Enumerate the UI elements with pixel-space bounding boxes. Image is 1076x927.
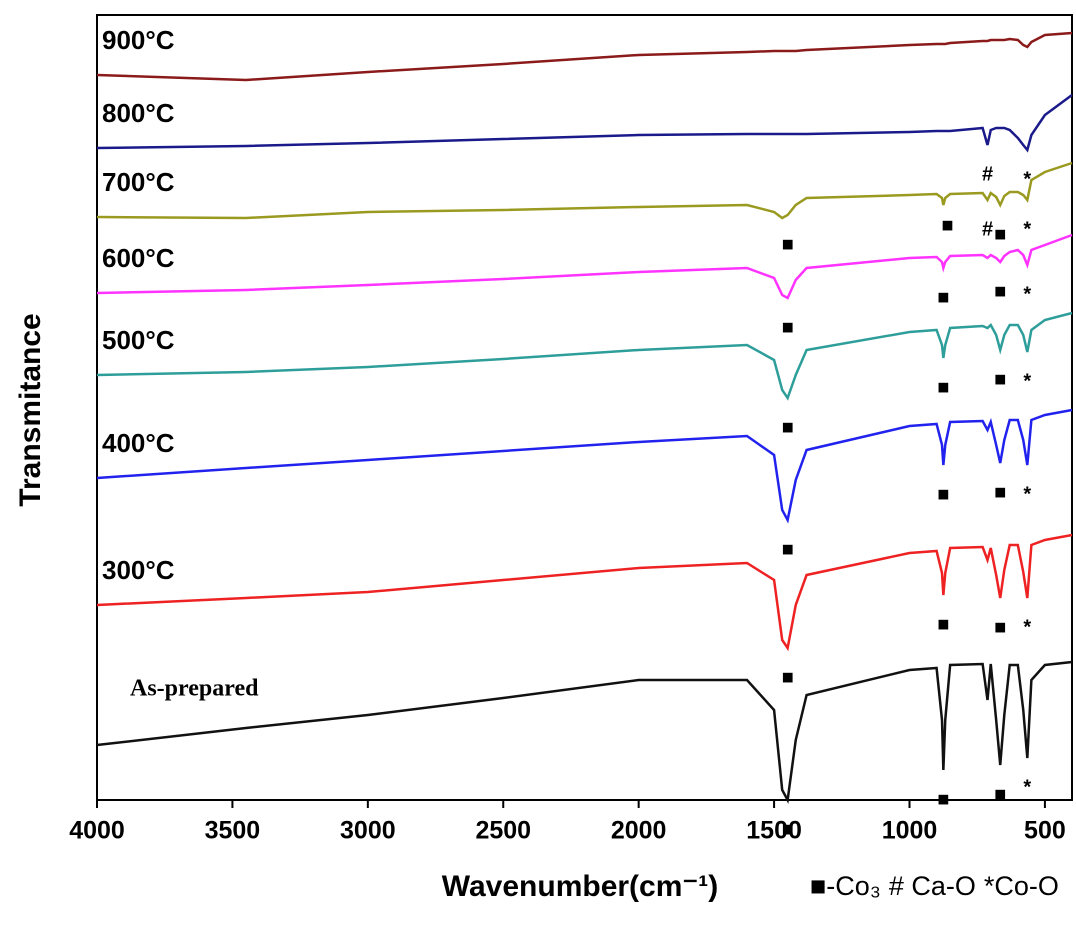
- peak-marker: *: [1023, 616, 1031, 638]
- peak-marker: ■: [782, 316, 794, 338]
- x-tick-label: 500: [1024, 817, 1066, 845]
- peak-marker: *: [1023, 483, 1031, 505]
- spectrum-line: [97, 535, 1072, 648]
- peak-marker: *: [1023, 218, 1031, 240]
- peak-marker: ■: [782, 818, 794, 840]
- peak-marker: ■: [994, 368, 1006, 390]
- x-tick-label: 3000: [340, 817, 396, 845]
- peak-marker: ■: [994, 223, 1006, 245]
- peak-marker: ■: [941, 215, 953, 237]
- peak-marker: ■: [937, 286, 949, 308]
- spectrum-line: [97, 410, 1072, 520]
- peak-marker: ■: [782, 233, 794, 255]
- marker-legend: # Ca-O: [889, 871, 976, 901]
- peak-marker: *: [1023, 776, 1031, 798]
- chart: Wavenumber(cm⁻¹) Transmitance 4000 3500 30…: [0, 0, 1076, 922]
- spectrum-line: [97, 95, 1072, 150]
- page: Wavenumber(cm⁻¹) Transmitance 4000 3500 30…: [0, 0, 1076, 922]
- peak-marker: ■: [937, 483, 949, 505]
- peak-marker: ■: [937, 788, 949, 810]
- peak-marker: ■: [782, 416, 794, 438]
- x-tick-label: 4000: [69, 817, 125, 845]
- peak-marker: ■: [937, 613, 949, 635]
- series-label: As-prepared: [130, 676, 259, 702]
- series-label: 500°C: [102, 325, 175, 355]
- peak-marker: *: [1023, 370, 1031, 392]
- series-label: 800°C: [102, 98, 175, 128]
- x-axis-title: Wavenumber(cm⁻¹): [442, 870, 718, 903]
- peak-marker: ■: [994, 616, 1006, 638]
- peak-marker: ■: [994, 783, 1006, 805]
- peak-marker: ■: [937, 376, 949, 398]
- peak-marker: ■: [994, 481, 1006, 503]
- series-label: 600°C: [102, 243, 175, 273]
- series-label: 300°C: [102, 555, 175, 585]
- spectrum-line: [97, 313, 1072, 398]
- peak-marker: ■: [994, 280, 1006, 302]
- peak-marker: *: [1023, 283, 1031, 305]
- peak-marker: ■: [782, 538, 794, 560]
- marker-legend: *Co-O: [984, 871, 1059, 901]
- y-axis-title: Transmitance: [14, 313, 47, 506]
- peak-marker: #: [982, 163, 993, 185]
- spectrum-line: [97, 235, 1072, 298]
- series-label: 900°C: [102, 25, 175, 55]
- x-tick-label: 3500: [205, 817, 261, 845]
- x-tick-label: 1000: [882, 817, 938, 845]
- spectrum-line: [97, 163, 1072, 218]
- x-tick-label: 2000: [611, 817, 667, 845]
- marker-legend: ■-Co₃: [810, 871, 881, 901]
- series-label: 700°C: [102, 167, 175, 197]
- peak-marker: #: [982, 218, 993, 240]
- peak-marker: ■: [782, 666, 794, 688]
- spectrum-line: [97, 33, 1072, 80]
- x-tick-label: 2500: [475, 817, 531, 845]
- series-label: 400°C: [102, 428, 175, 458]
